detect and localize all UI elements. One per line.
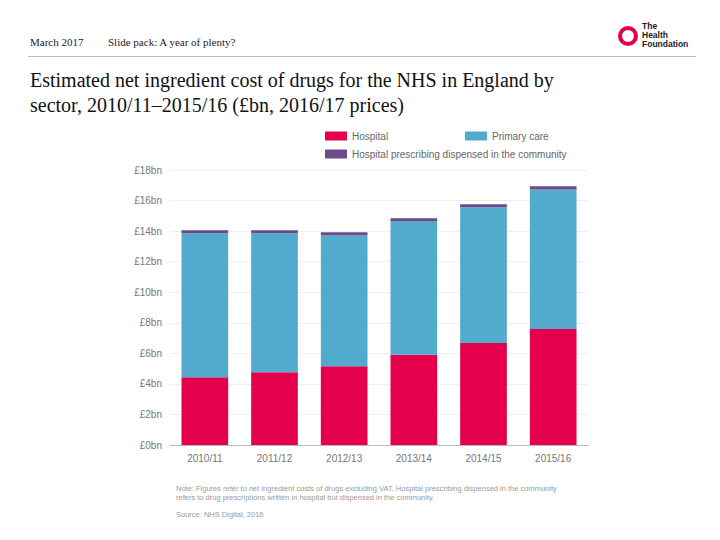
svg-text:Primary care: Primary care <box>492 131 549 142</box>
html-text:Health: Health <box>642 30 668 40</box>
svg-text:£6bn: £6bn <box>140 348 162 359</box>
svg-text:£10bn: £10bn <box>134 287 162 298</box>
svg-text:£8bn: £8bn <box>140 317 162 328</box>
html-text:Source: NHS Digital, 2016: Source: NHS Digital, 2016 <box>176 510 264 519</box>
svg-text:£0bn: £0bn <box>140 440 162 451</box>
svg-text:£12bn: £12bn <box>134 256 162 267</box>
html-text:Slide pack: A year of plenty?: Slide pack: A year of plenty? <box>108 36 236 48</box>
svg-text:2011/12: 2011/12 <box>257 453 293 464</box>
svg-text:2013/14: 2013/14 <box>396 453 433 464</box>
svg-text:£4bn: £4bn <box>140 378 162 389</box>
svg-text:2015/16: 2015/16 <box>535 453 572 464</box>
html-text:March 2017: March 2017 <box>30 36 84 48</box>
svg-text:2012/13: 2012/13 <box>326 453 363 464</box>
html-text:The: The <box>642 21 658 31</box>
svg-text:£16bn: £16bn <box>134 195 162 206</box>
svg-text:2010/11: 2010/11 <box>187 453 223 464</box>
html-text:Note: Figures refer to net ing: Note: Figures refer to net ingredient co… <box>176 484 557 502</box>
html-text:Foundation: Foundation <box>642 39 689 49</box>
svg-text:2014/15: 2014/15 <box>465 453 502 464</box>
html-text:Estimated net ingredient cost: Estimated net ingredient cost of drugs f… <box>30 69 554 116</box>
svg-text:£18bn: £18bn <box>134 165 162 176</box>
svg-text:Hospital: Hospital <box>352 131 388 142</box>
svg-text:£2bn: £2bn <box>140 409 162 420</box>
svg-text:Hospital prescribing dispensed: Hospital prescribing dispensed in the co… <box>352 149 567 160</box>
svg-text:£14bn: £14bn <box>134 226 162 237</box>
